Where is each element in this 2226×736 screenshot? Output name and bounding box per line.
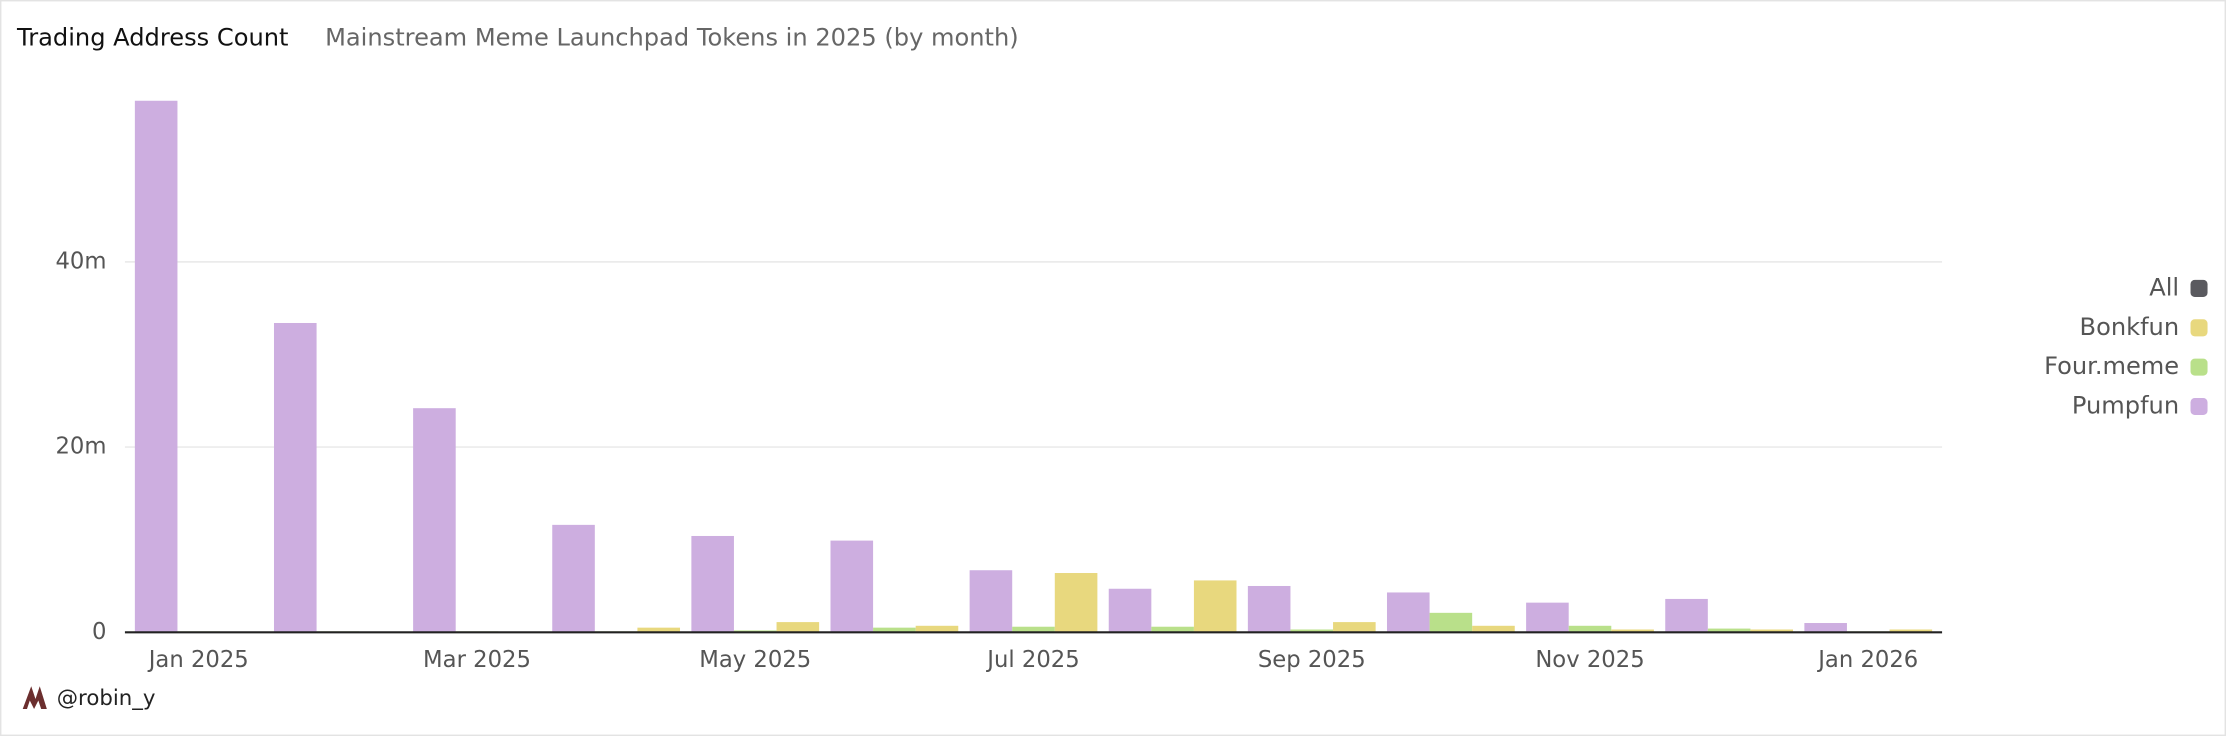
y-tick-label: 40m (55, 248, 106, 274)
bar (273, 322, 317, 633)
x-tick-label: Mar 2025 (423, 647, 531, 673)
x-tick-label: May 2025 (699, 647, 811, 673)
bar (134, 100, 178, 633)
bar (1333, 622, 1376, 633)
bar (1247, 585, 1291, 633)
watermark: @robin_y (57, 686, 156, 711)
bar (1012, 626, 1055, 633)
bar (873, 627, 916, 633)
bar (413, 408, 456, 633)
x-tick-label: Nov 2025 (1535, 647, 1644, 673)
bar (915, 625, 959, 633)
bar (1108, 588, 1152, 633)
chart-subtitle: Mainstream Meme Launchpad Tokens in 2025… (325, 23, 1019, 51)
bar (830, 540, 874, 633)
x-tick-label: Sep 2025 (1258, 647, 1366, 673)
chart-title: Trading Address Count (16, 23, 288, 51)
legend-swatch (2190, 319, 2208, 337)
x-tick-label: Jan 2026 (1816, 647, 1918, 673)
bar (1665, 598, 1708, 633)
bar (552, 524, 595, 633)
bar (691, 535, 734, 633)
watermark-icon (22, 686, 47, 710)
bar (1750, 629, 1794, 633)
bar (1054, 573, 1098, 633)
legend-label: Bonkfun (2080, 313, 2180, 341)
y-tick-label: 0 (92, 619, 106, 645)
bar (637, 627, 681, 633)
bar (1386, 592, 1430, 633)
bar (1290, 629, 1334, 633)
bar (969, 570, 1013, 633)
legend-label: Pumpfun (2072, 391, 2179, 419)
bar (1151, 626, 1194, 633)
x-tick-label: Jan 2025 (147, 647, 249, 673)
legend-swatch (2190, 279, 2208, 297)
bar (1193, 580, 1237, 633)
bar (1429, 612, 1473, 633)
legend-label: Four.meme (2044, 352, 2179, 380)
legend-swatch (2190, 397, 2208, 416)
bar (1568, 625, 1612, 633)
bar (1611, 629, 1654, 633)
bar (1472, 625, 1515, 633)
bar (1526, 602, 1569, 633)
bar (1889, 629, 1933, 633)
bar (1804, 623, 1847, 633)
y-tick-label: 20m (55, 434, 106, 460)
legend-swatch (2190, 358, 2208, 376)
bar (776, 622, 820, 633)
x-tick-label: Jul 2025 (985, 647, 1079, 673)
legend-label: All (2149, 273, 2179, 301)
bar (1707, 628, 1751, 633)
